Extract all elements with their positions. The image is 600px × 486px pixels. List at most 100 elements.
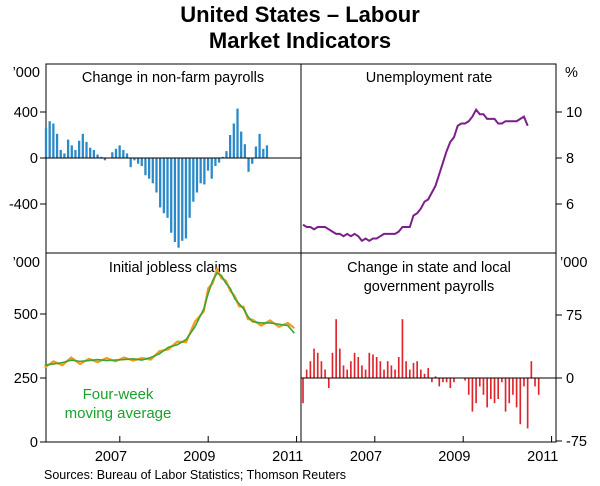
state-local-x-tick-label: 2011 — [527, 449, 558, 465]
state-local-bar — [386, 361, 389, 378]
moving-average-label-line2: moving average — [65, 405, 172, 422]
state-local-x-tick-label: 2007 — [350, 449, 382, 465]
payroll-bar — [262, 148, 265, 158]
unemployment-line — [302, 107, 529, 243]
payroll-bar — [63, 153, 66, 158]
payroll-bar — [125, 153, 129, 158]
payroll-bar — [162, 158, 165, 214]
payroll-bar — [100, 156, 103, 158]
state-local-bar — [313, 348, 315, 378]
state-local-bar — [478, 378, 481, 387]
payroll-bar — [210, 158, 213, 179]
state-local-bar — [493, 378, 496, 404]
state-local-bar — [327, 378, 330, 389]
state-local-bar — [431, 378, 433, 383]
state-local-bar — [453, 378, 455, 383]
state-local-bar — [467, 378, 470, 395]
payroll-bar — [221, 156, 224, 158]
state-local-bar — [390, 365, 393, 378]
chart-title-line2: Market Indicators — [208, 28, 392, 53]
state-local-bar — [309, 361, 312, 378]
state-local-bar — [534, 378, 536, 387]
state-local-bar — [497, 378, 500, 399]
state-local-bar — [438, 378, 441, 387]
payroll-bar — [133, 158, 136, 161]
payroll-bar — [214, 158, 217, 167]
payroll-bar — [92, 149, 96, 158]
state-local-y-tick-label: -75 — [566, 434, 587, 450]
payroll-bar — [166, 158, 169, 218]
state-local-bar — [464, 378, 466, 381]
state-local-bar — [320, 361, 323, 378]
state-local-bar — [504, 378, 507, 412]
payroll-bar — [59, 149, 62, 158]
payroll-bar — [103, 158, 107, 161]
state-local-bar — [342, 365, 345, 378]
state-local-bar — [405, 361, 407, 378]
payroll-bar — [122, 149, 125, 158]
payrolls-unit: ’000 — [13, 65, 40, 81]
payroll-y-tick-label: 0 — [30, 151, 38, 167]
state-local-bar — [530, 361, 533, 378]
state-local-bar — [523, 378, 525, 387]
state-local-y-tick-label: 0 — [566, 371, 574, 387]
chart-title-line1: United States – Labour — [180, 2, 420, 27]
payroll-bar — [236, 108, 239, 158]
state-local-bar — [449, 378, 452, 389]
payroll-bar — [52, 123, 55, 158]
moving-average-label-line1: Four-week — [83, 386, 154, 403]
state-local-bar — [408, 369, 411, 378]
payroll-bar — [81, 133, 84, 158]
state-local-bar — [445, 378, 448, 383]
payroll-bar — [247, 158, 250, 172]
payroll-bar — [177, 158, 180, 248]
payroll-bar — [140, 158, 143, 167]
claims-x-tick-label: 2011 — [272, 449, 303, 465]
state-local-bar — [515, 378, 518, 408]
state-local-bar — [526, 378, 529, 429]
payroll-bar — [96, 154, 99, 158]
payroll-bar — [240, 131, 243, 158]
payroll-y-tick-label: -400 — [9, 197, 38, 213]
payroll-bar — [181, 158, 184, 241]
payroll-bar — [44, 128, 48, 158]
payroll-bar — [78, 140, 81, 158]
state-local-bar — [316, 352, 319, 378]
payroll-bar — [232, 123, 235, 158]
state-local-bar — [401, 319, 404, 378]
claims-weekly-line — [44, 266, 296, 369]
state-local-bar — [420, 369, 422, 378]
payroll-bar — [48, 121, 51, 158]
payroll-bar — [136, 158, 140, 164]
state-local-bar — [302, 378, 304, 404]
payroll-bar — [243, 144, 247, 158]
payroll-bar — [170, 158, 173, 233]
state-local-bar — [394, 369, 396, 378]
claims-average-line — [44, 271, 295, 366]
payroll-bar — [173, 158, 177, 242]
state-local-bar — [490, 378, 492, 399]
payroll-bar — [159, 158, 162, 208]
state-local-bar — [379, 361, 382, 378]
state-local-bar — [427, 367, 430, 378]
state-local-bar — [383, 369, 385, 378]
state-local-bar — [416, 361, 418, 378]
state-local-x-tick-label: 2009 — [438, 449, 470, 465]
state-local-bar — [482, 378, 485, 395]
payroll-bar — [147, 158, 151, 179]
payroll-bar — [144, 158, 147, 176]
payroll-bar — [206, 158, 210, 171]
state-local-bar — [364, 369, 367, 378]
state-local-bar — [331, 352, 334, 378]
payroll-bar — [74, 149, 77, 158]
state-local-bar — [357, 357, 360, 378]
payroll-bar — [254, 146, 258, 158]
payroll-bar — [199, 158, 202, 184]
payroll-bar — [229, 135, 232, 158]
unemployment-y-tick-label: 10 — [566, 105, 582, 121]
payroll-bar — [85, 141, 88, 158]
payroll-bar — [225, 151, 228, 158]
state-local-bar — [305, 369, 308, 378]
claims-x-tick-label: 2007 — [95, 449, 127, 465]
